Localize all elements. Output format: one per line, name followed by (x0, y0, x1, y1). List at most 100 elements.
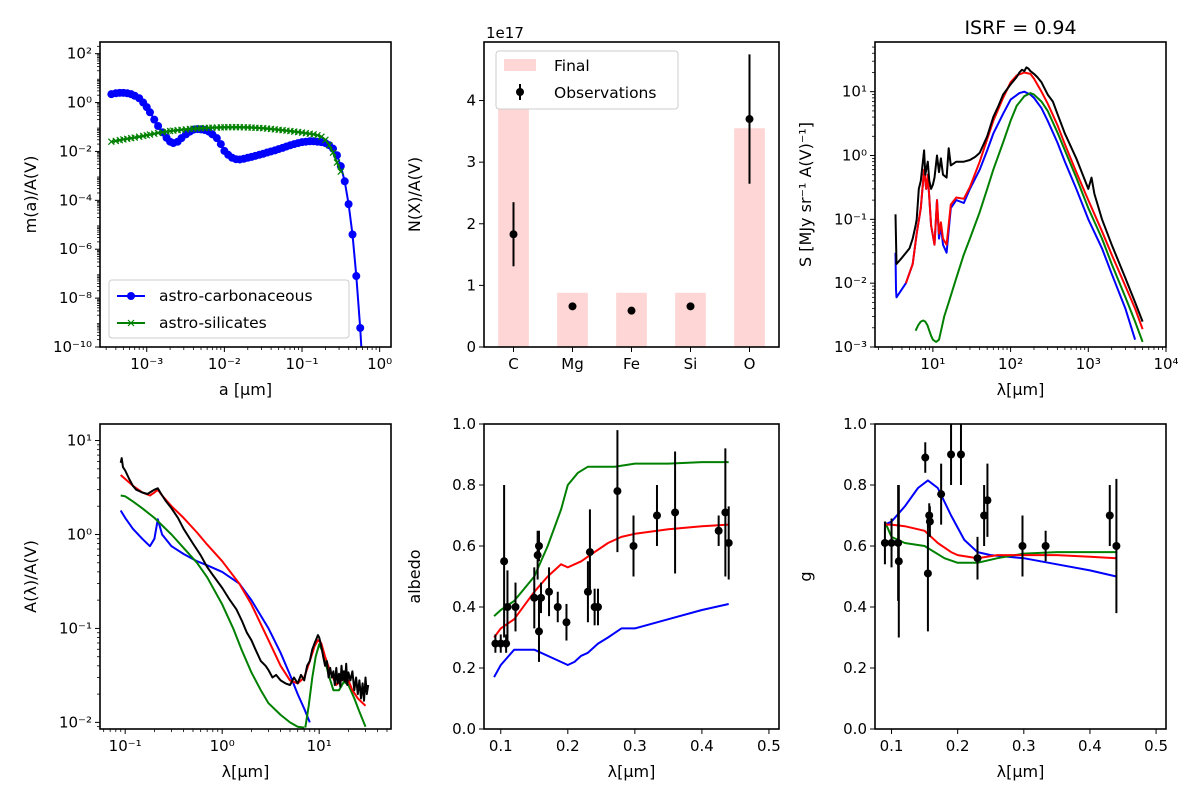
legend-label: Final (554, 57, 590, 75)
legend-label: astro-silicates (159, 314, 267, 332)
x-tick-label: 10⁰ (210, 737, 235, 755)
axes-frame (874, 423, 1167, 730)
obs-point (503, 603, 512, 611)
x-tick-label: 10¹ (920, 355, 945, 373)
legend-label: Observations (554, 84, 656, 102)
y-axis-label: N(X)/A(V) (405, 157, 424, 232)
y-tick-label: 1 (466, 276, 476, 294)
y-tick-label: 10⁻⁸ (59, 289, 92, 307)
y-tick-label: 2 (466, 215, 476, 233)
y-tick-label: 10¹ (842, 83, 867, 101)
obs-point (1018, 542, 1027, 550)
y-tick-label: 0.8 (843, 476, 867, 494)
x-axis-label: λ[μm] (608, 762, 656, 781)
x-tick-label: Fe (623, 355, 640, 373)
axes-frame (99, 423, 392, 730)
legend-box (495, 50, 679, 110)
y-tick-label: 10⁰ (842, 147, 867, 165)
obs-point (534, 542, 543, 550)
obs-point (1105, 511, 1114, 520)
legend-marker (127, 292, 135, 300)
y-tick-label: 1.0 (452, 415, 476, 433)
y-tick-label: 10¹ (67, 432, 92, 450)
series-point (212, 134, 221, 143)
obs-point (973, 554, 982, 563)
legend-label: astro-carbonaceous (159, 287, 313, 305)
obs-point (937, 490, 946, 499)
series-point (344, 200, 353, 209)
bar-Si (675, 292, 706, 347)
series-point (333, 159, 341, 167)
x-tick-label: 10³ (1076, 355, 1101, 373)
x-tick-label: 10⁴ (1153, 355, 1178, 373)
y-tick-label: 10⁻² (59, 142, 92, 160)
panel-abundances: C Mg Fe Si O 0 1 2 3 4 N(X)/A(V) 1e17 Final Observati… (405, 24, 780, 373)
x-tick-label: 0.5 (1144, 737, 1168, 755)
x-tick-label: 10⁰ (367, 355, 392, 373)
panel-albedo: 0.1 0.2 0.3 0.4 0.5 0.0 0.2 0.4 0.6 0.8 1.0 λ[μm] al… (405, 415, 781, 781)
series-point (154, 121, 163, 130)
panel-g-parameter: 0.1 0.2 0.3 0.4 0.5 0.0 0.2 0.4 0.6 0.8 1.0 λ[μm] g (796, 415, 1168, 781)
obs-point (721, 508, 730, 517)
obs-point (956, 450, 965, 459)
obs-point (652, 511, 661, 520)
obs-point (500, 557, 509, 566)
x-tick-label: Mg (561, 355, 583, 373)
y-axis-label: m(a)/A(V) (21, 156, 40, 234)
series-line-black-4 (119, 457, 370, 702)
y-tick-label: 0 (466, 338, 476, 356)
obs-point (536, 593, 545, 602)
obs-point (921, 453, 930, 462)
x-tick-label: 0.3 (1012, 737, 1036, 755)
y-tick-label: 10⁻¹ (59, 619, 92, 637)
series-point (360, 390, 368, 398)
obs-point (502, 639, 511, 648)
series-point (145, 108, 154, 117)
y-tick-label: 10⁻⁶ (59, 240, 92, 258)
series-line-red-2 (493, 523, 729, 639)
y-tick-label: 0.0 (843, 720, 867, 738)
axes-frame (99, 41, 392, 348)
obs-point (880, 538, 889, 547)
x-tick-label: 10⁻² (208, 355, 241, 373)
plot-area (491, 430, 733, 678)
obs-point (1112, 542, 1121, 550)
x-tick-label: 10⁻¹ (109, 737, 142, 755)
x-tick-label: 0.4 (690, 737, 714, 755)
series-point (318, 133, 325, 141)
x-tick-label: 0.3 (623, 737, 647, 755)
y-tick-label: 10⁻¹⁰ (53, 338, 92, 356)
obs-point (923, 569, 932, 578)
x-axis-label: a [μm] (219, 380, 272, 399)
obs-point (585, 548, 594, 557)
obs-point (533, 551, 542, 560)
panel-extinction: 10⁻¹ 10⁰ 10¹ 10⁻² 10⁻¹ 10⁰ 10¹ λ[μm] A(λ)/A(V) (21, 423, 392, 781)
y-axis-label: A(λ)/A(V) (21, 540, 40, 613)
obs-point (925, 517, 934, 526)
series-point (325, 141, 333, 149)
bar-Fe (616, 292, 647, 347)
series-line-green-1 (914, 92, 1144, 343)
obs-point-Mg (568, 302, 577, 311)
x-tick-label: 0.5 (757, 737, 781, 755)
x-tick-label: 0.2 (556, 737, 580, 755)
obs-point (511, 603, 520, 611)
y-tick-label: 1.0 (843, 415, 867, 433)
y-tick-label: 10⁻³ (834, 338, 867, 356)
y-tick-label: 10⁻⁴ (59, 191, 92, 209)
x-tick-label: 10⁻³ (130, 355, 163, 373)
legend-box (108, 279, 350, 339)
series-point (150, 115, 159, 124)
x-tick-label: 0.2 (946, 737, 970, 755)
plot-area (119, 457, 370, 729)
y-tick-label: 0.8 (452, 476, 476, 494)
y-tick-label: 0.4 (843, 598, 867, 616)
legend-swatch-bar (504, 59, 536, 71)
x-axis-label: λ[μm] (997, 380, 1045, 399)
obs-point (613, 487, 622, 496)
x-tick-label: 10¹ (307, 737, 332, 755)
series-line-green-1 (120, 494, 305, 729)
y-tick-label: 10⁻² (59, 713, 92, 731)
obs-point (947, 450, 956, 459)
